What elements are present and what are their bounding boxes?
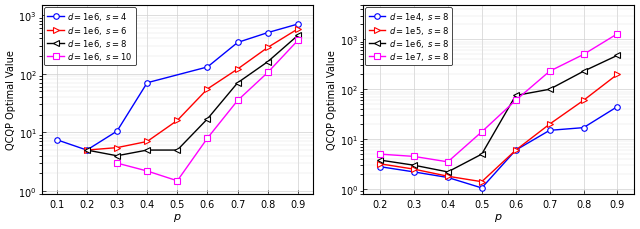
$d = 1\mathrm{e}6,\ s = 6$ [294, 28, 302, 31]
$d = 1\mathrm{e}6,\ s = 6$ [83, 149, 91, 152]
Line: $d = 1\mathrm{e}6,\ s = 8$: $d = 1\mathrm{e}6,\ s = 8$ [377, 53, 620, 175]
$d = 1\mathrm{e}6,\ s = 8$ [143, 149, 151, 152]
X-axis label: $p$: $p$ [173, 212, 182, 224]
$d = 1\mathrm{e}6,\ s = 8$ [234, 82, 241, 85]
$d = 1\mathrm{e}5,\ s = 8$ [410, 168, 418, 171]
Line: $d = 1\mathrm{e}5,\ s = 8$: $d = 1\mathrm{e}5,\ s = 8$ [377, 72, 620, 185]
Y-axis label: QCQP Optimal Value: QCQP Optimal Value [6, 50, 15, 150]
$d = 1\mathrm{e}7,\ s = 8$ [410, 155, 418, 158]
Y-axis label: QCQP Optimal Value: QCQP Optimal Value [327, 50, 337, 150]
$d = 1\mathrm{e}6,\ s = 8$ [113, 155, 121, 158]
$d = 1\mathrm{e}5,\ s = 8$ [580, 100, 588, 102]
$d = 1\mathrm{e}6,\ s = 10$ [294, 40, 302, 42]
$d = 1\mathrm{e}6,\ s = 4$ [264, 32, 271, 35]
$d = 1\mathrm{e}5,\ s = 8$ [478, 180, 486, 183]
$d = 1\mathrm{e}5,\ s = 8$ [546, 123, 554, 126]
$d = 1\mathrm{e}4,\ s = 8$ [546, 129, 554, 132]
$d = 1\mathrm{e}6,\ s = 10$ [173, 180, 181, 182]
$d = 1\mathrm{e}4,\ s = 8$ [512, 149, 520, 152]
Legend: $d = 1\mathrm{e}6,\ s = 4$, $d = 1\mathrm{e}6,\ s = 6$, $d = 1\mathrm{e}6,\ s = : $d = 1\mathrm{e}6,\ s = 4$, $d = 1\mathr… [44, 8, 136, 66]
$d = 1\mathrm{e}6,\ s = 6$ [204, 88, 211, 91]
$d = 1\mathrm{e}4,\ s = 8$ [614, 106, 621, 109]
Line: $d = 1\mathrm{e}4,\ s = 8$: $d = 1\mathrm{e}4,\ s = 8$ [377, 104, 620, 191]
$d = 1\mathrm{e}6,\ s = 8$ [580, 71, 588, 73]
$d = 1\mathrm{e}6,\ s = 10$ [204, 137, 211, 140]
$d = 1\mathrm{e}6,\ s = 4$ [294, 24, 302, 26]
$d = 1\mathrm{e}6,\ s = 10$ [143, 170, 151, 173]
$d = 1\mathrm{e}6,\ s = 6$ [173, 120, 181, 122]
$d = 1\mathrm{e}6,\ s = 10$ [234, 100, 241, 102]
$d = 1\mathrm{e}6,\ s = 4$ [234, 42, 241, 45]
$d = 1\mathrm{e}4,\ s = 8$ [444, 176, 452, 179]
$d = 1\mathrm{e}5,\ s = 8$ [444, 175, 452, 178]
$d = 1\mathrm{e}6,\ s = 8$ [546, 88, 554, 91]
$d = 1\mathrm{e}6,\ s = 8$ [512, 95, 520, 98]
Line: $d = 1\mathrm{e}6,\ s = 8$: $d = 1\mathrm{e}6,\ s = 8$ [84, 33, 301, 159]
Legend: $d = 1\mathrm{e}4,\ s = 8$, $d = 1\mathrm{e}5,\ s = 8$, $d = 1\mathrm{e}6,\ s = : $d = 1\mathrm{e}4,\ s = 8$, $d = 1\mathr… [365, 8, 452, 66]
Line: $d = 1\mathrm{e}7,\ s = 8$: $d = 1\mathrm{e}7,\ s = 8$ [377, 32, 620, 165]
$d = 1\mathrm{e}6,\ s = 4$ [83, 149, 91, 152]
$d = 1\mathrm{e}7,\ s = 8$ [580, 54, 588, 57]
$d = 1\mathrm{e}6,\ s = 10$ [264, 72, 271, 74]
$d = 1\mathrm{e}6,\ s = 6$ [113, 147, 121, 149]
$d = 1\mathrm{e}6,\ s = 8$ [478, 153, 486, 156]
$d = 1\mathrm{e}5,\ s = 8$ [512, 149, 520, 152]
$d = 1\mathrm{e}5,\ s = 8$ [614, 74, 621, 76]
$d = 1\mathrm{e}6,\ s = 8$ [83, 149, 91, 152]
$d = 1\mathrm{e}4,\ s = 8$ [478, 187, 486, 189]
$d = 1\mathrm{e}4,\ s = 8$ [580, 127, 588, 129]
$d = 1\mathrm{e}7,\ s = 8$ [376, 153, 384, 156]
Line: $d = 1\mathrm{e}6,\ s = 4$: $d = 1\mathrm{e}6,\ s = 4$ [54, 22, 301, 153]
$d = 1\mathrm{e}6,\ s = 4$ [53, 139, 61, 142]
$d = 1\mathrm{e}6,\ s = 6$ [264, 47, 271, 49]
$d = 1\mathrm{e}6,\ s = 8$ [376, 159, 384, 162]
$d = 1\mathrm{e}6,\ s = 4$ [143, 82, 151, 85]
$d = 1\mathrm{e}6,\ s = 8$ [614, 55, 621, 57]
$d = 1\mathrm{e}6,\ s = 4$ [113, 130, 121, 133]
Line: $d = 1\mathrm{e}6,\ s = 10$: $d = 1\mathrm{e}6,\ s = 10$ [114, 38, 301, 184]
$d = 1\mathrm{e}6,\ s = 8$ [204, 118, 211, 121]
$d = 1\mathrm{e}7,\ s = 8$ [444, 161, 452, 164]
Line: $d = 1\mathrm{e}6,\ s = 6$: $d = 1\mathrm{e}6,\ s = 6$ [84, 27, 301, 153]
$d = 1\mathrm{e}6,\ s = 6$ [143, 140, 151, 143]
$d = 1\mathrm{e}6,\ s = 6$ [234, 68, 241, 71]
$d = 1\mathrm{e}4,\ s = 8$ [376, 166, 384, 168]
$d = 1\mathrm{e}6,\ s = 8$ [264, 61, 271, 64]
$d = 1\mathrm{e}4,\ s = 8$ [410, 171, 418, 174]
X-axis label: $p$: $p$ [495, 212, 503, 224]
$d = 1\mathrm{e}6,\ s = 8$ [173, 149, 181, 152]
$d = 1\mathrm{e}6,\ s = 10$ [113, 162, 121, 165]
$d = 1\mathrm{e}6,\ s = 8$ [410, 164, 418, 167]
$d = 1\mathrm{e}6,\ s = 4$ [204, 66, 211, 69]
$d = 1\mathrm{e}7,\ s = 8$ [614, 33, 621, 36]
$d = 1\mathrm{e}7,\ s = 8$ [512, 100, 520, 102]
$d = 1\mathrm{e}7,\ s = 8$ [546, 71, 554, 73]
$d = 1\mathrm{e}6,\ s = 8$ [444, 171, 452, 174]
$d = 1\mathrm{e}6,\ s = 8$ [294, 35, 302, 38]
$d = 1\mathrm{e}5,\ s = 8$ [376, 163, 384, 165]
$d = 1\mathrm{e}7,\ s = 8$ [478, 131, 486, 134]
